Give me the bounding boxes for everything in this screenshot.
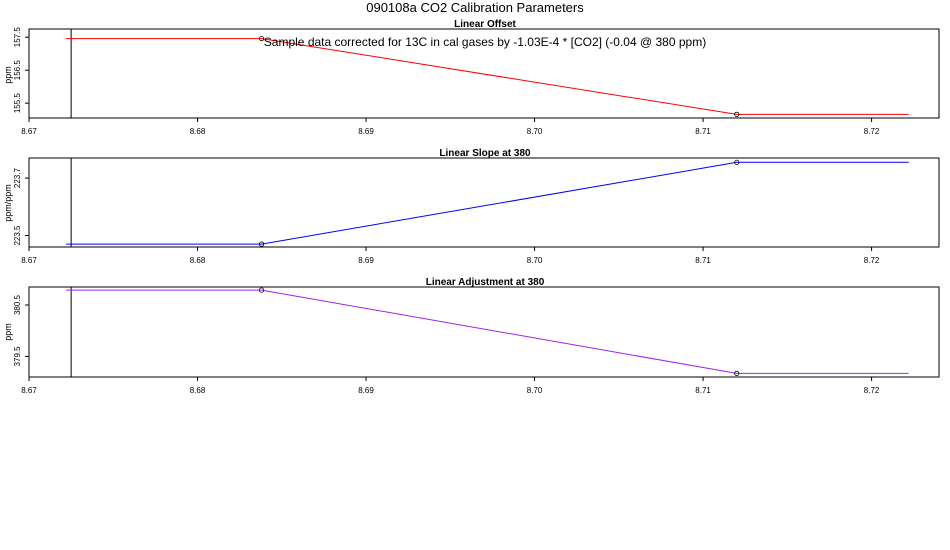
plot-frame (28, 28, 940, 119)
x-tick-label: 8.72 (864, 256, 880, 265)
data-point (258, 241, 265, 247)
x-tick-label: 8.69 (358, 127, 374, 136)
data-point (734, 159, 740, 165)
plot-frame (28, 286, 940, 378)
y-axis-label: ppm (3, 66, 13, 84)
x-tick-label: 8.69 (358, 256, 374, 265)
x-tick-label: 8.68 (190, 127, 206, 136)
x-tick-label: 8.67 (21, 127, 37, 136)
y-tick-label: 156.5 (13, 60, 22, 81)
plot-frame (28, 157, 940, 248)
x-tick-label: 8.72 (864, 127, 880, 136)
x-tick-label: 8.70 (527, 127, 543, 136)
series-line (66, 161, 909, 245)
x-tick-label: 8.68 (190, 256, 206, 265)
series-line (66, 289, 909, 374)
x-tick-label: 8.71 (695, 127, 711, 136)
x-tick-label: 8.70 (527, 256, 543, 265)
panel-title: Linear Offset (454, 19, 516, 30)
y-tick-label: 223.5 (13, 225, 22, 246)
x-tick-label: 8.68 (190, 386, 206, 395)
x-tick-label: 8.71 (695, 256, 711, 265)
y-axis-label: ppm (3, 323, 13, 341)
y-tick-label: 380.5 (13, 294, 22, 315)
panel-linear-adjustment: Linear Adjustment at 380 ppm 8.67 8.68 8.6… (3, 277, 940, 395)
panel-linear-offset: Linear Offset ppm 8.67 8.68 8.69 8.70 8.71 8.… (3, 19, 940, 136)
y-tick-label: 379.5 (13, 346, 22, 367)
x-tick-label: 8.70 (527, 386, 543, 395)
data-point (734, 370, 740, 376)
x-tick-label: 8.67 (21, 256, 37, 265)
x-tick-label: 8.67 (21, 386, 37, 395)
x-tick-label: 8.72 (864, 386, 880, 395)
figure-title: 090108a CO2 Calibration Parameters (366, 0, 584, 15)
y-tick-label: 157.5 (13, 27, 22, 48)
data-point (258, 287, 265, 293)
panel-title: Linear Adjustment at 380 (426, 277, 545, 288)
panel-title: Linear Slope at 380 (439, 148, 531, 159)
correction-annotation: Sample data corrected for 13C in cal gas… (264, 35, 706, 49)
x-tick-label: 8.69 (358, 386, 374, 395)
x-tick-label: 8.71 (695, 386, 711, 395)
data-point (734, 111, 740, 117)
series-line (66, 38, 909, 115)
y-tick-label: 223.7 (13, 168, 22, 189)
y-tick-label: 155.5 (13, 93, 22, 114)
data-point (258, 35, 265, 42)
panel-linear-slope: Linear Slope at 380 ppm/ppm 8.67 8.68 8.69… (3, 148, 940, 265)
y-axis-label: ppm/ppm (3, 184, 13, 222)
